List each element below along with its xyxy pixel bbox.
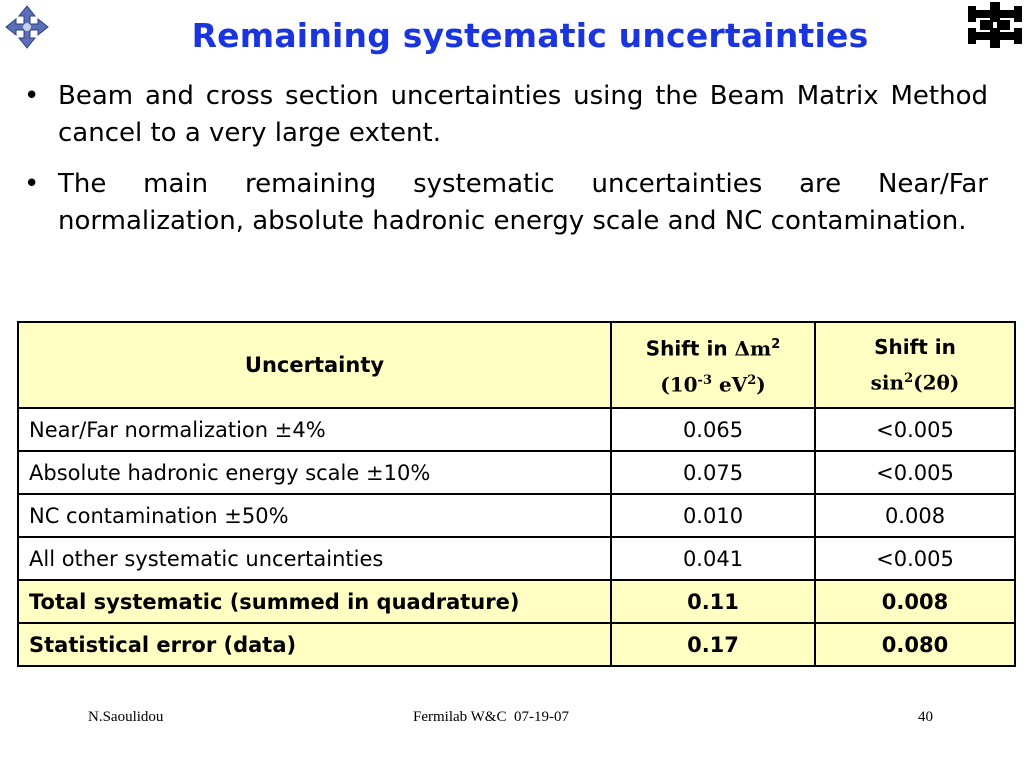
header-sin-a: sin [870,370,905,395]
row-label: Absolute hadronic energy scale ±10% [17,450,612,495]
total-row: Statistical error (data) 0.17 0.080 [17,622,1016,667]
slide-title: Remaining systematic uncertainties [191,16,869,55]
bullet-marker: • [24,81,40,111]
bullet-list: • Beam and cross section uncertainties u… [22,78,988,254]
row-sin2-value: <0.005 [814,450,1016,495]
row-label: NC contamination ±50% [17,493,612,538]
header-dm2-symbol: Δm [734,337,772,361]
bullet-text: Beam and cross section uncertainties usi… [58,81,988,148]
footer-event: Fermilab W&C 07-19-07 [413,709,569,725]
total-label: Statistical error (data) [17,622,612,667]
header-sin-b: (2θ) [913,370,960,395]
bullet-item: • The main remaining systematic uncertai… [22,166,988,240]
row-dm2-value: 0.041 [610,536,816,581]
institution-logo-left [2,2,52,52]
footer-page-number: 40 [918,709,933,725]
bullet-marker: • [24,169,40,199]
header-unit-b: eV [712,372,748,397]
header-shift-sin2: Shift in sin2(2θ) [814,321,1016,409]
total-dm2-value: 0.11 [610,579,816,624]
bullet-text: The main remaining systematic uncertaint… [58,169,988,236]
header-shift-dm2: Shift in Δm2 (10-3 eV2) [610,321,816,409]
row-label: All other systematic uncertainties [17,536,612,581]
header-shift-label: Shift in [645,337,735,361]
row-sin2-value: 0.008 [814,493,1016,538]
header-unit-sup2: 2 [747,373,757,388]
table-row: All other systematic uncertainties 0.041… [17,536,1016,581]
footer-author: N.Saoulidou [88,709,164,725]
table-row: Near/Far normalization ±4% 0.065 <0.005 [17,407,1016,452]
total-sin2-value: 0.008 [814,579,1016,624]
header-unit-sup1: -3 [697,373,712,388]
row-dm2-value: 0.075 [610,450,816,495]
total-dm2-value: 0.17 [610,622,816,667]
row-dm2-value: 0.065 [610,407,816,452]
header-unit-c: ) [756,372,766,397]
table-header-row: Uncertainty Shift in Δm2 (10-3 eV2) Shif… [17,321,1016,409]
header-dm2-sup: 2 [771,337,781,353]
header-shift-label: Shift in [874,335,956,360]
row-dm2-value: 0.010 [610,493,816,538]
row-sin2-value: <0.005 [814,536,1016,581]
uncertainty-table: Uncertainty Shift in Δm2 (10-3 eV2) Shif… [17,321,1016,667]
total-sin2-value: 0.080 [814,622,1016,667]
row-label: Near/Far normalization ±4% [17,407,612,452]
fermilab-logo [968,2,1022,48]
header-sin-sup: 2 [904,371,914,387]
table-row: Absolute hadronic energy scale ±10% 0.07… [17,450,1016,495]
table-row: NC contamination ±50% 0.010 0.008 [17,493,1016,538]
header-unit-a: (10 [660,372,698,397]
row-sin2-value: <0.005 [814,407,1016,452]
header-uncertainty: Uncertainty [17,321,612,409]
total-row: Total systematic (summed in quadrature) … [17,579,1016,624]
total-label: Total systematic (summed in quadrature) [17,579,612,624]
bullet-item: • Beam and cross section uncertainties u… [22,78,988,152]
